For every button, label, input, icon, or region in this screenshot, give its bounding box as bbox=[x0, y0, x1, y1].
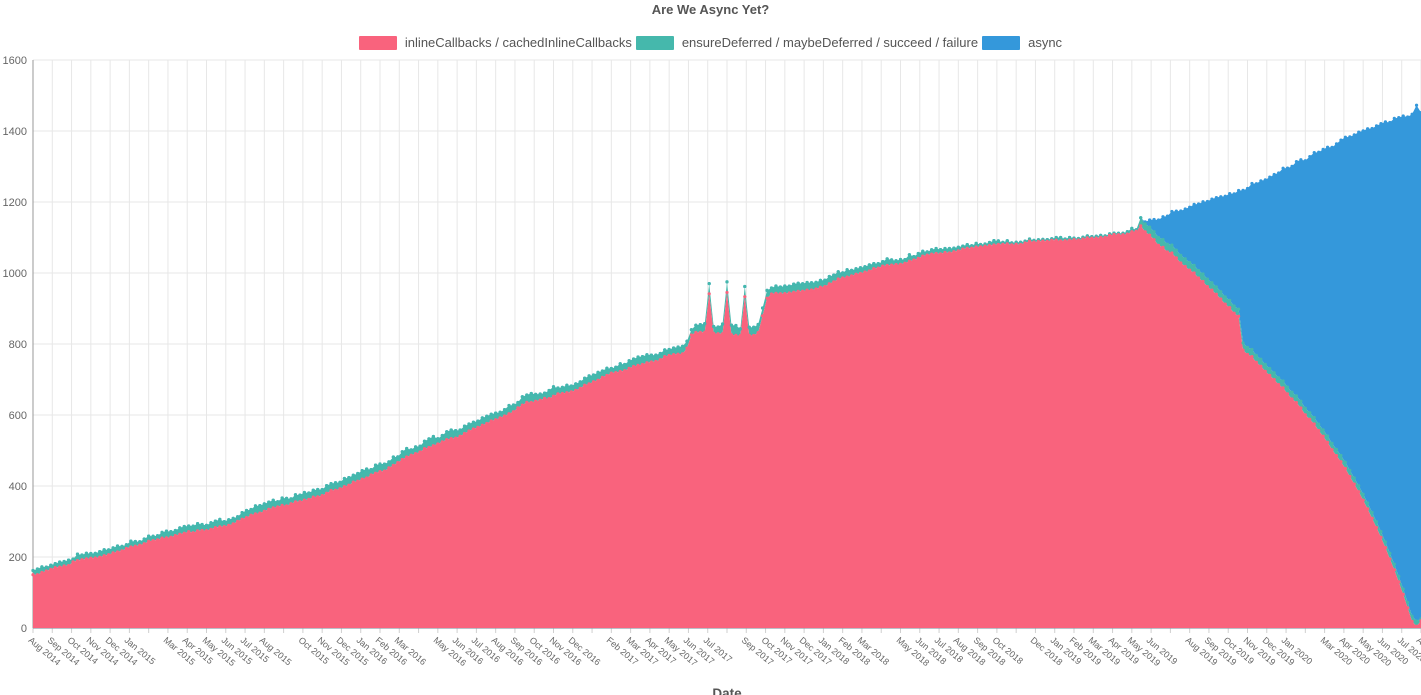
svg-text:0: 0 bbox=[21, 623, 27, 635]
svg-text:600: 600 bbox=[9, 410, 27, 422]
svg-text:200: 200 bbox=[9, 552, 27, 564]
svg-text:1000: 1000 bbox=[3, 268, 27, 280]
svg-text:800: 800 bbox=[9, 339, 27, 351]
svg-text:1400: 1400 bbox=[3, 126, 27, 138]
svg-text:1200: 1200 bbox=[3, 197, 27, 209]
svg-text:1600: 1600 bbox=[3, 55, 27, 67]
svg-text:400: 400 bbox=[9, 481, 27, 493]
svg-text:Date: Date bbox=[712, 686, 742, 695]
